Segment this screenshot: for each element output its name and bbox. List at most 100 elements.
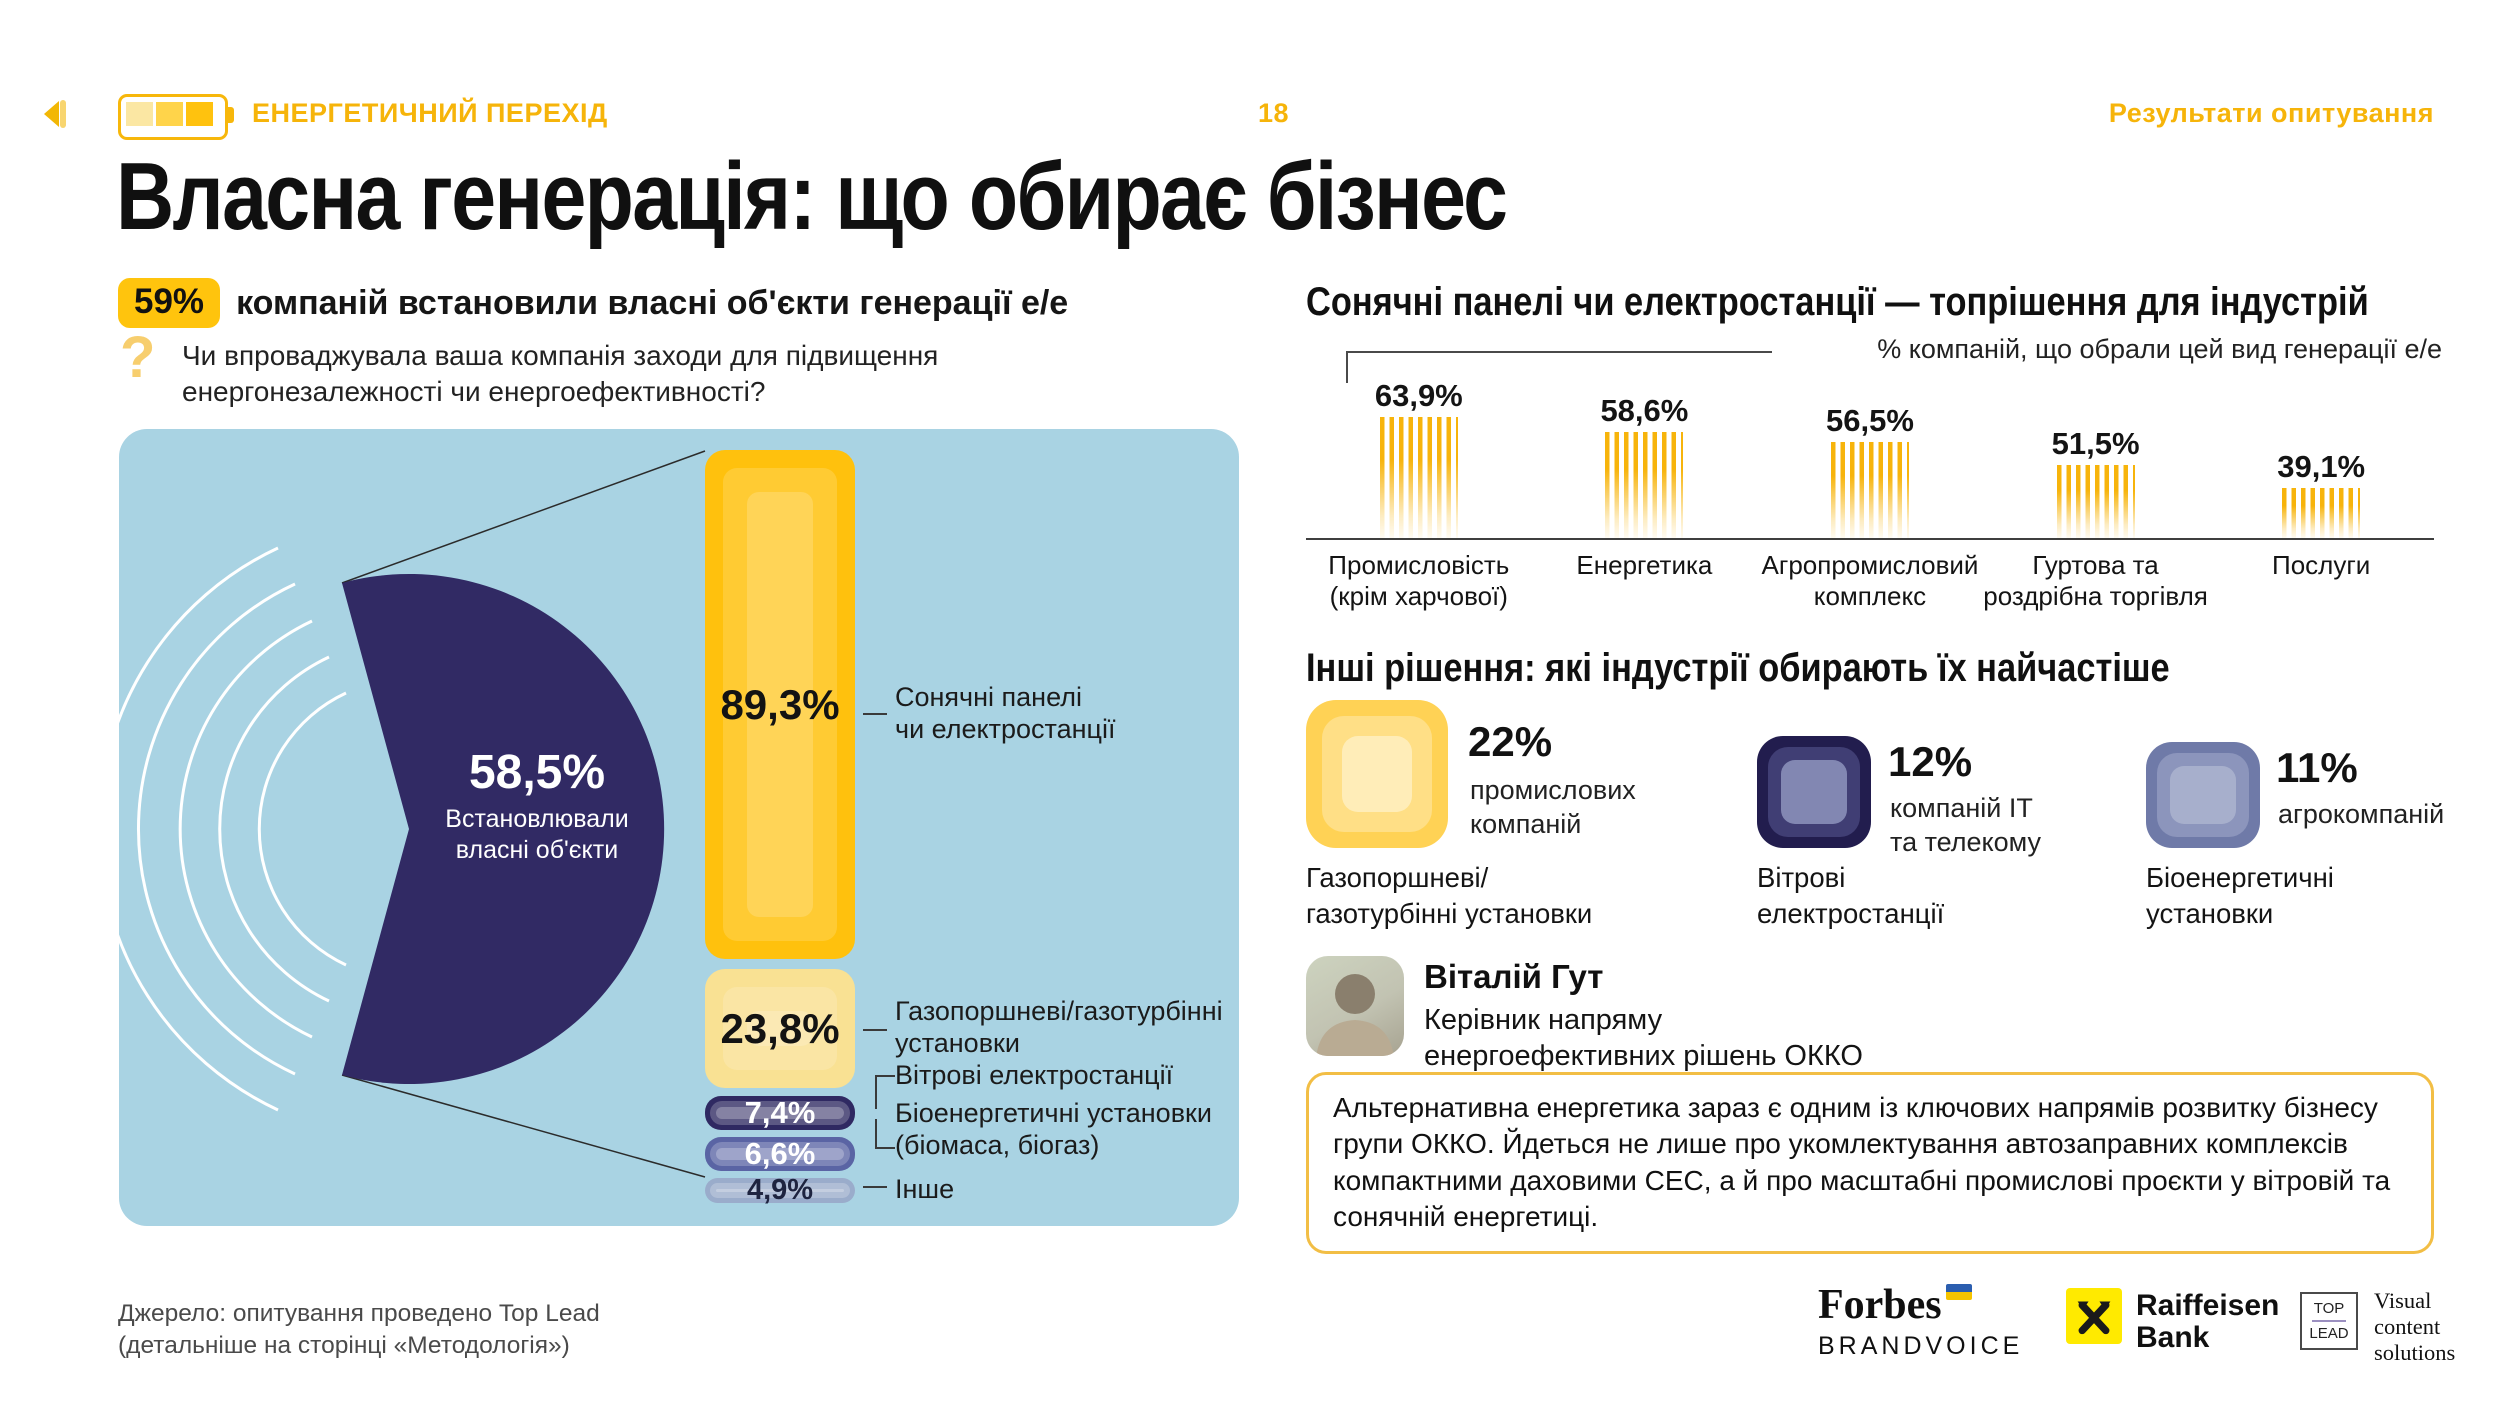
striped-bar — [1830, 442, 1909, 538]
icon-layer — [2170, 766, 2236, 824]
wind-solution-label: Вітрові електростанції — [1757, 862, 1945, 929]
battery-nub — [228, 107, 234, 123]
battery-segment — [186, 102, 213, 126]
striped-bar — [2056, 465, 2135, 538]
bar-label-line: чи електростанції — [895, 714, 1116, 745]
stat-text: компаній встановили власні об'єкти генер… — [236, 283, 1069, 322]
striped-bar — [1379, 417, 1458, 538]
wind-solution-icon — [1757, 736, 1871, 848]
expert-role: Керівник напряму енергоефективних рішень … — [1424, 1004, 1863, 1073]
raiffeisen-logo-icon — [2066, 1288, 2122, 1344]
bar-label-line: Інше — [895, 1174, 955, 1204]
industry-chart-note: % компаній, що обрали цей вид генерації … — [1877, 334, 2442, 364]
toplead-tagline: Visual content solutions — [2374, 1288, 2456, 1365]
bio-solution-label: Біоенергетичні установки — [2146, 862, 2334, 929]
back-arrow-icon[interactable] — [44, 100, 68, 128]
survey-question-line2: енергонезалежності чи енергоефективності… — [182, 375, 766, 407]
pie-label-line1: Встановлювали — [445, 805, 629, 833]
bar-wind-value: 7,4% — [744, 1095, 816, 1130]
connector-line — [863, 1186, 887, 1188]
wind-share-who: компаній ІТ та телекому — [1890, 793, 2042, 857]
person-silhouette-icon — [1316, 974, 1394, 1056]
back-arrow-bar — [60, 100, 66, 128]
generation-chart-panel: 58,5% Встановлювали власні об'єкти 89,3%… — [119, 429, 1239, 1226]
bio-share-value: 11% — [2276, 744, 2358, 791]
bar-other-value: 4,9% — [746, 1174, 814, 1206]
page-number: 18 — [1258, 98, 1290, 128]
pie-center-label: 58,5% Встановлювали власні об'єкти — [387, 745, 687, 865]
bar-value: 58,6% — [1600, 393, 1689, 428]
connector-line — [875, 1119, 895, 1149]
key-stat: 59% компаній встановили власні об'єкти г… — [118, 278, 1068, 328]
category-label: Енергетика — [1576, 550, 1713, 580]
bar-solar-value: 89,3% — [720, 680, 840, 728]
industry-bar-column: 39,1% — [2208, 449, 2434, 538]
expert-avatar — [1306, 956, 1404, 1056]
bio-solution-icon — [2146, 742, 2260, 848]
category-label: Послуги — [2272, 550, 2371, 580]
generation-type-bars: 89,3% 23,8% 7,4% 6,6% 4,9% — [705, 450, 855, 1206]
forbes-logo: Forbes BRANDVOICE — [1818, 1284, 2023, 1361]
forbes-wordmark: Forbes — [1818, 1282, 1942, 1328]
industry-bar-chart: 63,9% 58,6% 56,5% 51,5% 39,1% Проми — [1306, 378, 2434, 612]
question-mark-icon: ? — [120, 325, 156, 390]
survey-question: Чи впроваджувала ваша компанія заходи дл… — [182, 338, 938, 410]
battery-segment — [156, 102, 183, 126]
industry-bar-column: 51,5% — [1983, 426, 2209, 538]
industry-categories-row: Промисловість (крім харчової) Енергетика … — [1306, 550, 2434, 612]
bar-label-bio: Біоенергетичні установки (біомаса, біога… — [895, 1097, 1212, 1162]
bar-value: 56,5% — [1826, 403, 1914, 438]
striped-bar — [1605, 432, 1684, 538]
bar-label-line: Біоенергетичні установки — [895, 1098, 1212, 1128]
bar-bio-value: 6,6% — [744, 1136, 816, 1171]
bar-label-line: Сонячні панелі — [895, 682, 1082, 712]
other-solutions-title: Інші рішення: які індустрії обирають їх … — [1306, 646, 2170, 690]
bar-value: 39,1% — [2277, 449, 2366, 484]
expert-quote: Альтернативна енергетика зараз є одним і… — [1306, 1072, 2434, 1254]
gas-solution-label: Газопоршневі/газотурбінні установки — [1306, 862, 1593, 929]
source-note: Джерело: опитування проведено Top Lead (д… — [118, 1300, 600, 1359]
bar-label-other: Інше — [895, 1173, 954, 1205]
gas-share-value: 22% — [1468, 718, 1553, 765]
connector-line — [875, 1075, 895, 1109]
bar-solar: 89,3% — [705, 450, 855, 959]
bar-label-solar: Сонячні панелі чи електростанції — [895, 681, 1116, 746]
battery-icon — [118, 94, 234, 140]
industry-bars-row: 63,9% 58,6% 56,5% 51,5% 39,1% — [1306, 378, 2434, 540]
section-label: Результати опитування — [2108, 98, 2434, 128]
gas-solution-icon — [1306, 700, 1448, 848]
pie-value: 58,5% — [468, 746, 606, 799]
bar-label-wind: Вітрові електростанції — [895, 1059, 1173, 1091]
pie-chart — [119, 450, 706, 1178]
ukraine-flag-icon — [1945, 1284, 1972, 1300]
industry-chart-title: Сонячні панелі чи електростанції — топрі… — [1306, 280, 2369, 324]
pie-slice-installed — [342, 574, 665, 1084]
connector-line — [863, 713, 887, 715]
connector-line — [863, 1029, 887, 1031]
wind-share-value: 12% — [1888, 738, 1973, 785]
note-connector-line — [1346, 351, 1772, 383]
bar-gas: 23,8% — [705, 969, 855, 1088]
gas-share-who: промислових компаній — [1470, 775, 1636, 839]
series-label: ЕНЕРГЕТИЧНИЙ ПЕРЕХІД — [252, 98, 608, 128]
bar-label-line: Вітрові електростанції — [895, 1060, 1174, 1090]
raiffeisen-wordmark: Raiffeisen Bank — [2136, 1289, 2280, 1354]
icon-layer — [1781, 760, 1847, 824]
industry-bar-column: 58,6% — [1532, 393, 1758, 538]
bar-other: 4,9% — [705, 1174, 855, 1206]
pie-label-line2: власні об'єкти — [455, 835, 619, 864]
page-title: Власна генерація: що обирає бізнес — [116, 143, 1508, 250]
bar-bio: 6,6% — [705, 1136, 855, 1171]
industry-bar-column: 56,5% — [1757, 403, 1983, 538]
back-arrow-triangle — [44, 101, 59, 127]
bar-label-line: установки — [895, 1028, 1020, 1059]
bar-label-line: (біомаса, біогаз) — [895, 1130, 1100, 1161]
category-label: Агропромисловий комплекс — [1761, 550, 1979, 612]
bar-gas-value: 23,8% — [720, 1004, 840, 1052]
striped-bar — [2282, 488, 2361, 538]
toplead-logo: TOP LEAD — [2300, 1292, 2358, 1350]
bar-label-gas: Газопоршневі/газотурбінні установки — [895, 995, 1223, 1060]
industry-bar-column: 63,9% — [1306, 378, 1532, 538]
pie-label: Встановлювали власні об'єкти — [387, 804, 687, 865]
